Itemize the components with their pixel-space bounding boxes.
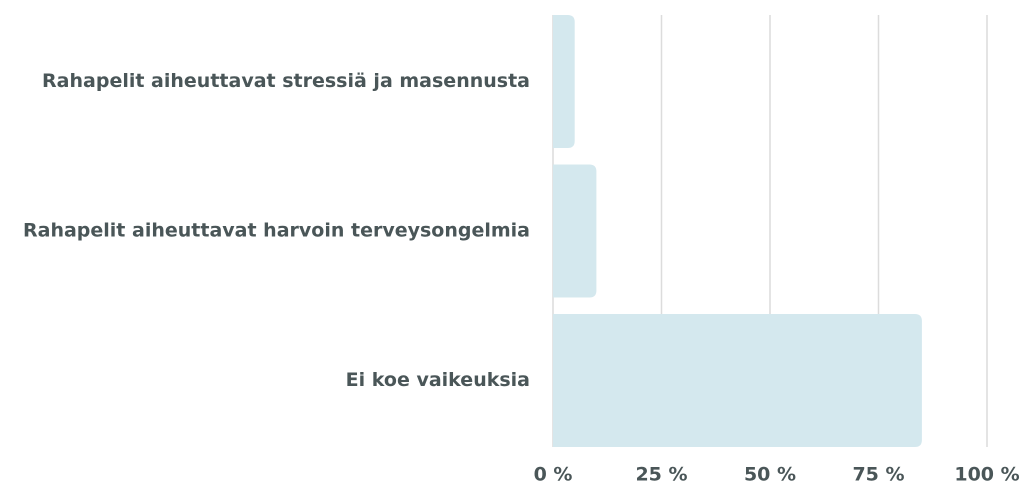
- x-tick-label: 100 %: [954, 464, 1019, 486]
- bar: [553, 15, 575, 148]
- y-tick-label: Ei koe vaikeuksia: [346, 369, 530, 391]
- y-tick-label: Rahapelit aiheuttavat stressiä ja masenn…: [42, 70, 530, 92]
- bar: [553, 164, 597, 298]
- bar: [553, 314, 922, 447]
- x-tick-label: 75 %: [852, 464, 904, 486]
- x-tick-label: 25 %: [635, 464, 687, 486]
- x-tick-label: 50 %: [744, 464, 796, 486]
- x-tick-label: 0 %: [534, 464, 573, 486]
- y-tick-label: Rahapelit aiheuttavat harvoin terveysong…: [23, 220, 530, 242]
